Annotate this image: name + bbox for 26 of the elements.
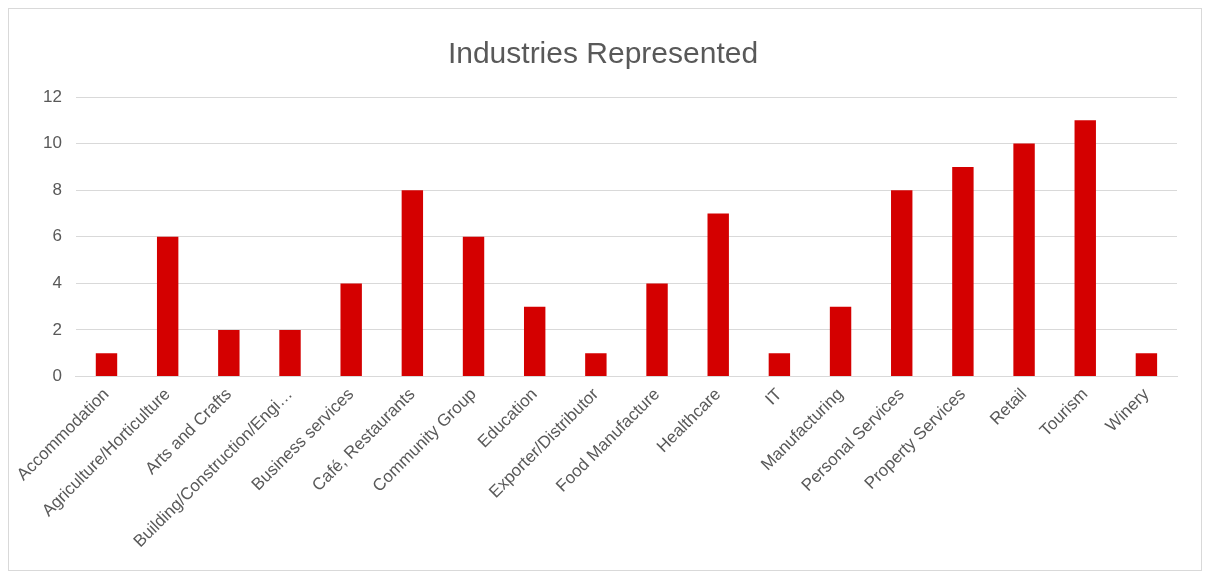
bar [707, 213, 729, 377]
y-tick-label: 12 [42, 86, 62, 106]
y-tick-label: 0 [52, 366, 62, 386]
bar [768, 353, 791, 377]
bar [1013, 143, 1035, 377]
bar [401, 190, 424, 377]
bar [279, 329, 301, 377]
bar [218, 329, 240, 377]
chart-title: Industries Represented [447, 36, 759, 70]
y-tick-label: 8 [52, 179, 62, 199]
y-tick-label: 6 [52, 226, 62, 246]
bar [156, 236, 179, 377]
bar [585, 353, 607, 377]
y-tick-label: 10 [42, 133, 62, 153]
bar [952, 166, 974, 377]
bar [829, 306, 852, 377]
bar [462, 236, 485, 377]
bar [95, 353, 118, 377]
bar [1135, 353, 1158, 377]
bar [891, 190, 913, 377]
bar [646, 283, 668, 377]
y-tick-label: 2 [52, 319, 62, 339]
bar [1074, 120, 1096, 377]
bar [523, 306, 546, 377]
y-tick-label: 4 [52, 273, 62, 293]
bar [340, 283, 362, 377]
